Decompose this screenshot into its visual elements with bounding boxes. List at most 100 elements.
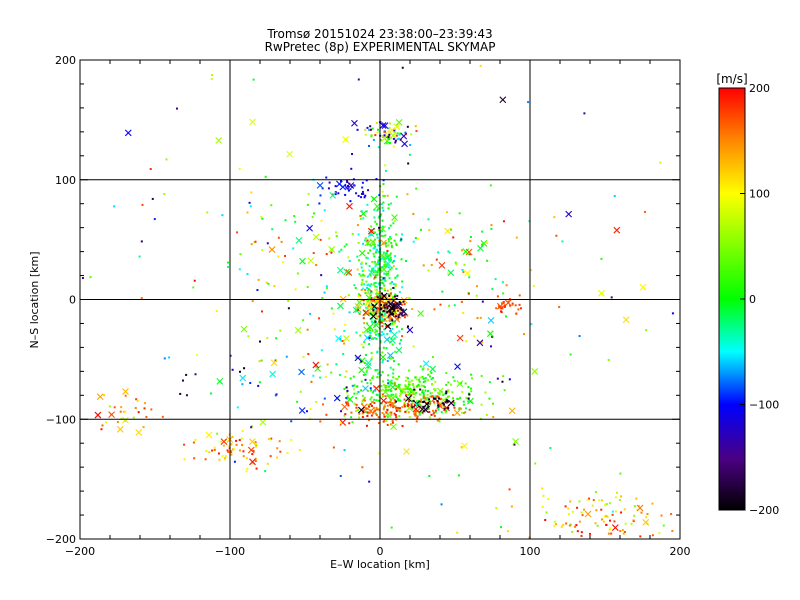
data-point bbox=[395, 244, 398, 247]
data-point bbox=[422, 397, 425, 400]
data-point bbox=[381, 190, 384, 193]
data-point bbox=[432, 400, 435, 403]
data-point bbox=[382, 209, 385, 212]
data-point bbox=[347, 189, 350, 192]
data-point bbox=[258, 381, 261, 384]
data-point bbox=[345, 386, 348, 389]
data-point bbox=[284, 254, 287, 257]
data-point bbox=[385, 303, 388, 306]
data-point bbox=[486, 259, 489, 262]
data-point bbox=[386, 306, 389, 309]
data-point-cross bbox=[358, 366, 365, 374]
data-point bbox=[494, 278, 497, 281]
data-point bbox=[450, 228, 453, 231]
data-point bbox=[407, 325, 410, 328]
data-point bbox=[396, 399, 399, 402]
data-point bbox=[424, 397, 427, 400]
data-point bbox=[241, 443, 244, 446]
data-point bbox=[389, 288, 392, 291]
data-point bbox=[375, 271, 378, 274]
data-point bbox=[380, 313, 383, 316]
data-point bbox=[360, 192, 363, 195]
data-point bbox=[398, 310, 401, 313]
data-point bbox=[470, 377, 473, 380]
data-point bbox=[374, 262, 377, 265]
data-point-cross bbox=[379, 122, 387, 129]
data-point bbox=[366, 275, 369, 278]
data-point bbox=[397, 383, 400, 386]
data-point bbox=[343, 414, 346, 417]
data-point bbox=[422, 380, 425, 383]
data-point bbox=[401, 391, 404, 394]
data-point bbox=[499, 306, 502, 309]
data-point bbox=[349, 188, 352, 191]
data-point-cross bbox=[486, 330, 494, 338]
data-point bbox=[587, 497, 590, 500]
data-point bbox=[365, 369, 368, 372]
data-point-cross bbox=[367, 227, 375, 235]
data-point-cross bbox=[383, 336, 391, 344]
data-point bbox=[578, 520, 581, 523]
data-point bbox=[360, 380, 363, 383]
data-point bbox=[275, 456, 278, 459]
data-point bbox=[436, 401, 439, 404]
data-point bbox=[396, 294, 399, 297]
data-point bbox=[339, 422, 342, 425]
data-point bbox=[194, 373, 197, 376]
colorbar-tick-label: −100 bbox=[749, 399, 779, 412]
data-point bbox=[261, 249, 264, 252]
data-points bbox=[81, 64, 674, 539]
data-point bbox=[280, 240, 283, 243]
data-point bbox=[619, 530, 622, 533]
data-point bbox=[427, 269, 430, 272]
data-point bbox=[341, 340, 344, 343]
data-point bbox=[339, 180, 342, 183]
data-point-cross bbox=[499, 96, 507, 104]
data-point bbox=[363, 283, 366, 286]
data-point bbox=[378, 256, 381, 259]
data-point bbox=[468, 393, 471, 396]
data-point bbox=[348, 259, 351, 262]
data-point bbox=[503, 305, 506, 308]
data-point bbox=[396, 378, 399, 381]
data-point bbox=[387, 374, 390, 377]
data-point bbox=[464, 382, 467, 385]
data-point bbox=[377, 228, 380, 231]
data-point bbox=[389, 380, 392, 383]
data-point-cross bbox=[390, 423, 397, 431]
data-point bbox=[392, 372, 395, 375]
data-point bbox=[370, 128, 373, 131]
data-point bbox=[144, 402, 147, 405]
data-point-cross bbox=[504, 299, 512, 307]
data-point bbox=[465, 340, 468, 343]
data-point bbox=[502, 220, 505, 223]
data-point bbox=[659, 161, 662, 164]
data-point bbox=[397, 397, 400, 400]
data-point bbox=[360, 210, 363, 213]
data-point bbox=[484, 391, 487, 394]
data-point bbox=[356, 224, 359, 227]
data-point bbox=[335, 363, 338, 366]
data-point bbox=[238, 439, 241, 442]
data-point bbox=[266, 462, 269, 465]
data-point bbox=[357, 295, 360, 298]
data-point bbox=[404, 259, 407, 262]
data-point bbox=[364, 353, 367, 356]
data-point bbox=[385, 132, 388, 135]
data-point bbox=[374, 328, 377, 331]
data-point bbox=[594, 491, 597, 494]
data-point bbox=[640, 511, 643, 514]
data-point bbox=[419, 400, 422, 403]
data-point bbox=[489, 345, 492, 348]
data-point bbox=[366, 301, 369, 304]
data-point-cross bbox=[381, 122, 389, 130]
data-point-cross bbox=[124, 129, 132, 137]
data-point bbox=[433, 414, 436, 417]
data-point-cross bbox=[333, 394, 341, 402]
data-point bbox=[429, 375, 432, 378]
data-point bbox=[383, 261, 386, 264]
data-point bbox=[387, 244, 390, 247]
data-point bbox=[406, 404, 409, 407]
data-point bbox=[547, 498, 550, 501]
data-point bbox=[390, 526, 393, 529]
